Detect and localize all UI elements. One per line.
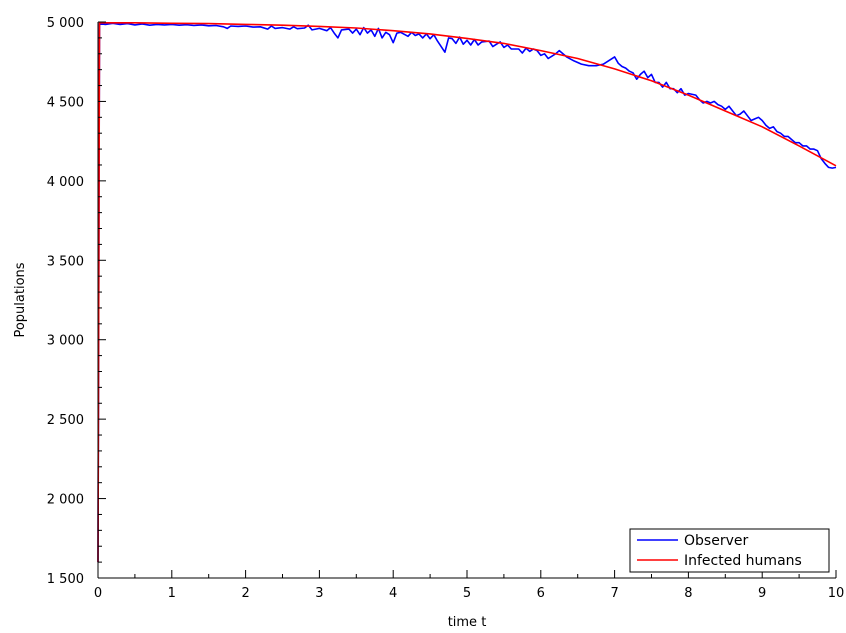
plot-lines (97, 21, 837, 563)
x-tick-label: 8 (684, 586, 692, 601)
x-axis-title: time t (448, 615, 487, 630)
x-tick-label: 9 (758, 586, 766, 601)
x-tick-label: 7 (610, 586, 618, 601)
y-tick-label: 4 000 (47, 175, 84, 190)
ticks (97, 21, 837, 579)
legend-label-infected-humans: Infected humans (684, 553, 802, 569)
x-tick-label: 1 (168, 586, 176, 601)
y-tick-label: 5 000 (47, 16, 84, 31)
y-tick-label: 3 500 (47, 254, 84, 269)
legend: Observer Infected humans (629, 528, 830, 573)
x-tick-label: 0 (94, 586, 102, 601)
x-tick-label: 4 (389, 586, 397, 601)
y-tick-label: 2 500 (47, 413, 84, 428)
x-tick-label: 5 (463, 586, 471, 601)
y-tick-label: 1 500 (47, 572, 84, 587)
y-tick-label: 3 000 (47, 334, 84, 349)
legend-label-observer: Observer (684, 533, 748, 549)
x-tick-label: 3 (315, 586, 323, 601)
tick-labels: 0 1 2 3 4 5 6 7 8 9 10 1 500 2 000 2 500 3 000 3 500 4 0… (47, 16, 844, 601)
x-tick-label: 6 (537, 586, 545, 601)
series-line-infected-humans (97, 21, 837, 563)
series-line-observer (97, 22, 837, 563)
legend-box (629, 528, 830, 573)
x-tick-label: 10 (828, 586, 845, 601)
y-tick-label: 4 500 (47, 95, 84, 110)
y-tick-label: 2 000 (47, 493, 84, 508)
x-tick-label: 2 (241, 586, 249, 601)
y-axis-title: Populations (13, 262, 28, 337)
